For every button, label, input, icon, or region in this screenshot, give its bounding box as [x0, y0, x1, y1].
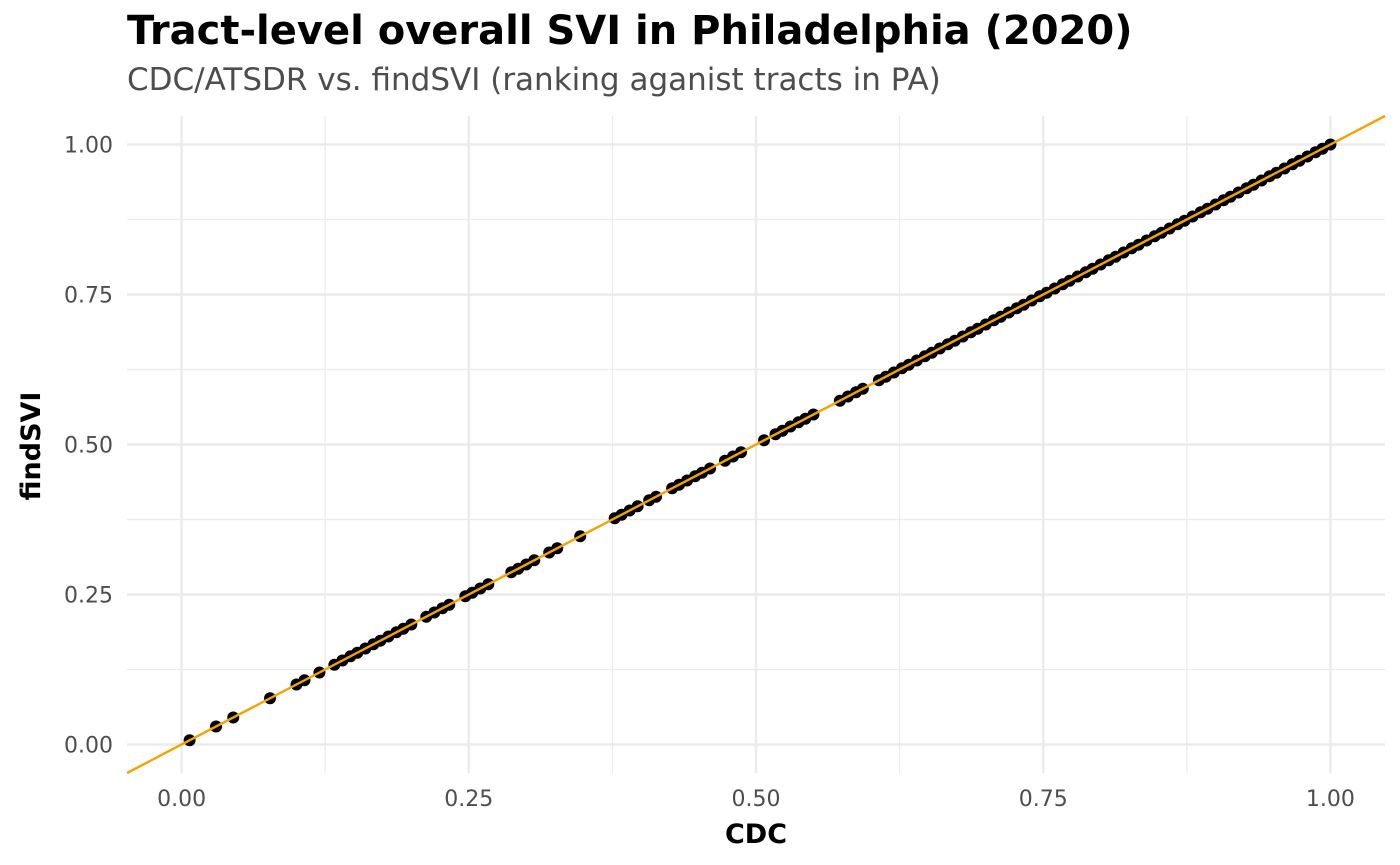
y-axis-title: findSVI — [16, 392, 47, 501]
x-tick-label: 0.00 — [157, 787, 206, 812]
x-tick-label: 1.00 — [1306, 787, 1355, 812]
x-tick-label: 0.75 — [1019, 787, 1068, 812]
chart-title: Tract-level overall SVI in Philadelphia … — [127, 8, 1133, 54]
y-tick-label: 0.50 — [64, 434, 113, 459]
x-axis-title: CDC — [725, 819, 787, 850]
x-tick-label: 0.25 — [444, 787, 493, 812]
y-tick-label: 1.00 — [64, 134, 113, 159]
y-tick-label: 0.25 — [64, 584, 113, 609]
x-tick-label: 0.50 — [732, 787, 781, 812]
reference-line-group — [126, 114, 1386, 775]
major-gridlines — [127, 116, 1385, 773]
x-tick-labels: 0.00 0.25 0.50 0.75 1.00 — [157, 787, 1355, 812]
y-tick-label: 0.00 — [64, 734, 113, 759]
y-tick-label: 0.75 — [64, 284, 113, 309]
y-tick-labels: 0.00 0.25 0.50 0.75 1.00 — [64, 134, 113, 759]
reference-line — [126, 114, 1386, 775]
chart-subtitle: CDC/ATSDR vs. findSVI (ranking aganist t… — [127, 62, 941, 98]
